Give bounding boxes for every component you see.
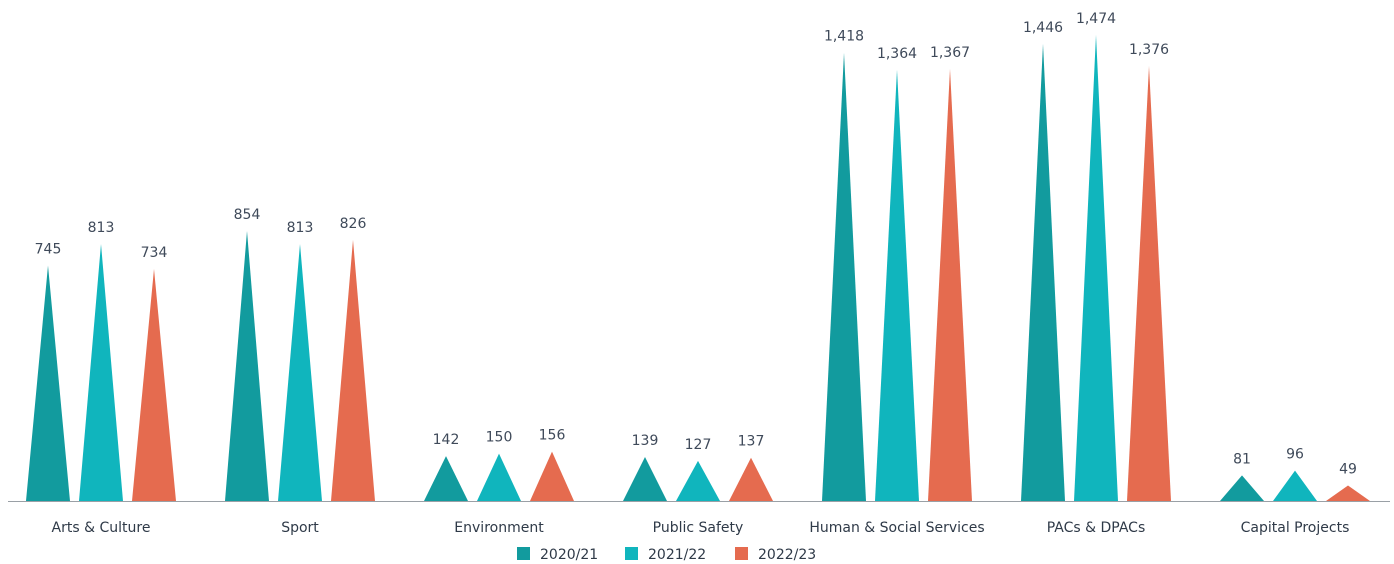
category-label: Environment <box>454 520 544 536</box>
value-label: 1,418 <box>824 29 864 45</box>
category-label: Public Safety <box>653 520 744 536</box>
value-label: 826 <box>340 216 367 232</box>
value-label: 49 <box>1339 462 1357 478</box>
bar-2020-21-6 <box>1220 475 1264 501</box>
value-label: 137 <box>738 434 765 450</box>
value-label: 1,446 <box>1023 20 1063 36</box>
value-label: 854 <box>234 207 261 223</box>
legend-swatch <box>625 547 638 560</box>
bar-2021-22-3 <box>676 460 720 501</box>
value-label: 1,364 <box>877 46 917 62</box>
value-label: 1,376 <box>1129 42 1169 58</box>
bar-2022-23-6 <box>1326 485 1370 501</box>
bar-2020-21-4 <box>822 52 866 502</box>
value-label: 150 <box>486 430 513 446</box>
value-label: 745 <box>35 241 62 257</box>
legend-swatch <box>735 547 748 560</box>
category-label: Sport <box>281 520 319 536</box>
legend-entry: 2020/21 <box>540 547 598 563</box>
bar-2021-22-6 <box>1273 470 1317 501</box>
bar-2021-22-1 <box>278 243 322 501</box>
bar-2020-21-3 <box>623 457 667 501</box>
bar-2021-22-5 <box>1074 35 1118 501</box>
value-label: 1,367 <box>930 45 970 61</box>
bar-2022-23-4 <box>928 68 972 501</box>
category-label: PACs & DPACs <box>1047 520 1146 536</box>
bar-2020-21-1 <box>225 231 269 501</box>
value-label: 81 <box>1233 451 1251 467</box>
bar-2022-23-5 <box>1127 65 1171 501</box>
value-label: 142 <box>433 432 460 448</box>
category-label: Capital Projects <box>1241 520 1350 536</box>
bar-2020-21-5 <box>1021 43 1065 501</box>
bar-2022-23-1 <box>331 239 375 501</box>
category-label: Human & Social Services <box>809 520 984 536</box>
legend-swatch <box>517 547 530 560</box>
bar-2020-21-0 <box>26 265 70 501</box>
value-label: 813 <box>287 220 314 236</box>
bar-2022-23-3 <box>729 457 773 501</box>
legend-entry: 2021/22 <box>648 547 706 563</box>
value-label: 96 <box>1286 447 1304 463</box>
value-label: 156 <box>539 428 566 444</box>
bar-2021-22-0 <box>79 243 123 501</box>
category-label: Arts & Culture <box>52 520 151 536</box>
bar-2020-21-2 <box>424 456 468 501</box>
value-label: 1,474 <box>1076 11 1116 27</box>
bar-2022-23-2 <box>530 451 574 501</box>
bar-2021-22-2 <box>477 453 521 501</box>
value-label: 813 <box>88 220 115 236</box>
bar-2021-22-4 <box>875 69 919 501</box>
value-label: 139 <box>632 433 659 449</box>
legend-entry: 2022/23 <box>758 547 816 563</box>
value-label: 734 <box>141 245 168 261</box>
value-label: 127 <box>685 437 712 453</box>
bar-2022-23-0 <box>132 268 176 501</box>
